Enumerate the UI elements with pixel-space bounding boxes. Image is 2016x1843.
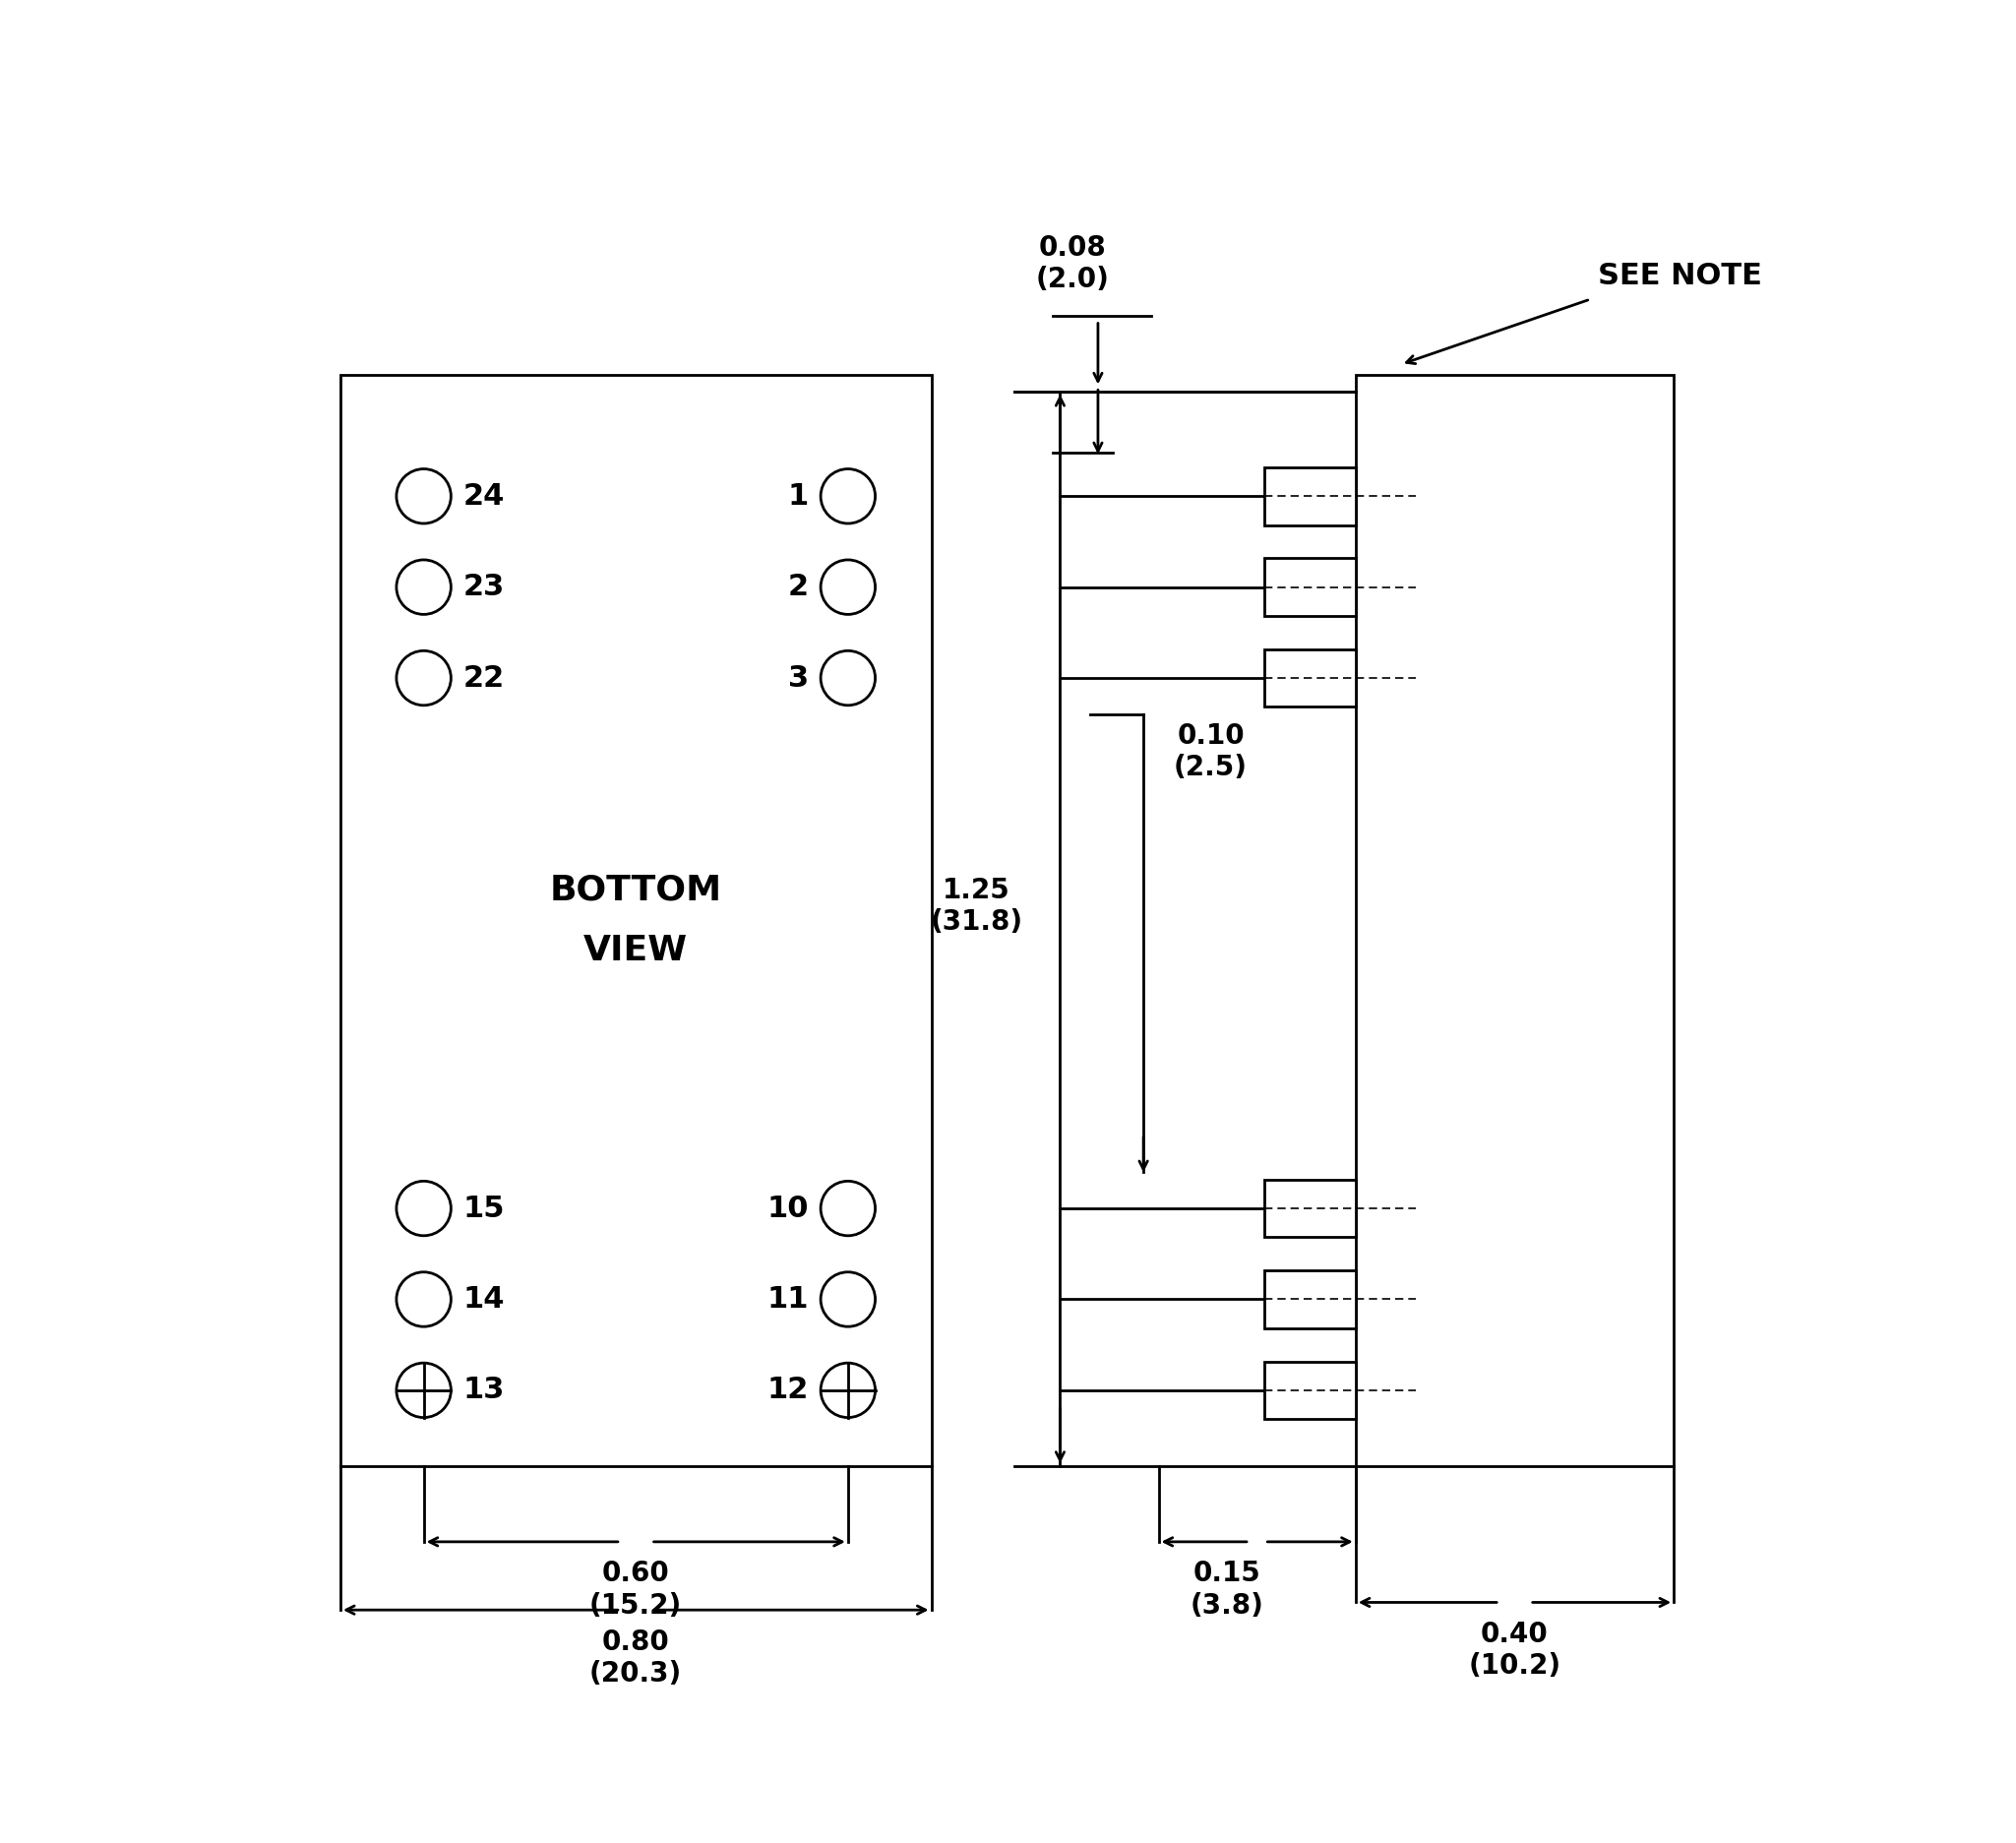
Text: 10: 10 [766,1194,808,1222]
Text: 23: 23 [464,573,504,601]
Text: 24: 24 [464,481,504,511]
Text: BOTTOM
VIEW: BOTTOM VIEW [550,874,722,968]
Bar [1264,558,1355,616]
Text: 0.60
(15.2): 0.60 (15.2) [589,1559,681,1620]
Text: 0.40
(10.2): 0.40 (10.2) [1468,1620,1560,1681]
Text: 11: 11 [766,1285,808,1314]
Text: 0.08
(2.0): 0.08 (2.0) [1036,234,1109,293]
Bar [1264,1362,1355,1419]
Bar [1355,374,1673,1465]
Text: 14: 14 [464,1285,504,1314]
Bar [1264,468,1355,525]
Text: SEE NOTE: SEE NOTE [1599,262,1762,291]
Text: 0.80
(20.3): 0.80 (20.3) [589,1627,681,1688]
Text: 13: 13 [464,1377,504,1404]
Bar [1264,1180,1355,1237]
Text: 15: 15 [464,1194,504,1222]
Text: 2: 2 [788,573,808,601]
Text: 1: 1 [788,481,808,511]
Text: 0.10
(2.5): 0.10 (2.5) [1173,722,1248,781]
Bar [341,374,931,1465]
Text: 12: 12 [766,1377,808,1404]
Text: 22: 22 [464,663,504,693]
Text: 3: 3 [788,663,808,693]
Text: 1.25
(31.8): 1.25 (31.8) [931,877,1022,936]
Text: 0.15
(3.8): 0.15 (3.8) [1189,1559,1264,1620]
Bar [1264,1270,1355,1329]
Bar [1264,649,1355,708]
